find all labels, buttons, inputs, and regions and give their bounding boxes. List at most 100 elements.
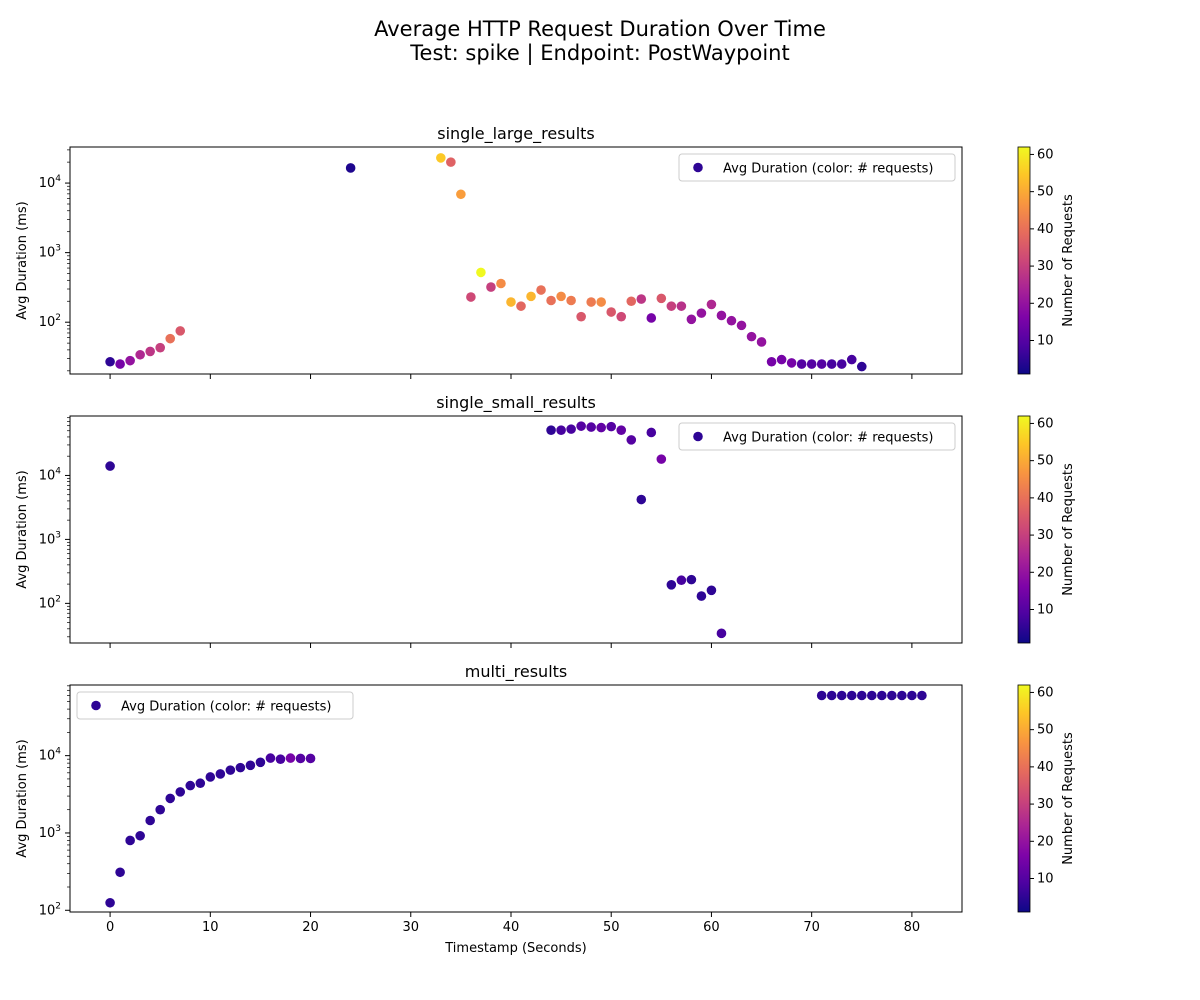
- scatter-point: [686, 574, 697, 585]
- scatter-point: [636, 494, 647, 505]
- colorbar-tick-label: 50: [1037, 454, 1054, 469]
- scatter-point: [265, 753, 276, 763]
- scatter-point: [816, 359, 827, 369]
- scatter-point: [305, 753, 316, 764]
- colorbar-tick-label: 20: [1037, 834, 1054, 849]
- colorbar-gradient: [1017, 146, 1031, 375]
- x-axis-label: Timestamp (Seconds): [444, 941, 586, 956]
- colorbar-tick-label: 40: [1037, 760, 1054, 775]
- scatter-point: [145, 815, 155, 826]
- scatter-point: [275, 754, 286, 764]
- x-tick-label: 10: [202, 920, 219, 935]
- panels: single_large_results 102 103 104 Avg Duratio…: [15, 124, 1076, 956]
- scatter-point: [205, 772, 216, 782]
- colorbar-tick-label: 30: [1037, 797, 1054, 812]
- scatter-point: [576, 421, 586, 431]
- scatter-point: [115, 359, 125, 369]
- scatter-point: [345, 163, 356, 173]
- scatter-point: [135, 830, 145, 841]
- legend-label: Avg Duration (color: # requests): [121, 700, 331, 715]
- scatter-point: [836, 690, 847, 701]
- scatter-point: [626, 296, 637, 307]
- scatter-point: [235, 762, 246, 773]
- scatter-point: [616, 311, 627, 322]
- scatter-point: [255, 757, 266, 768]
- scatter-point: [576, 311, 586, 322]
- scatter-point: [646, 313, 657, 323]
- colorbar-tick-label: 10: [1037, 334, 1054, 349]
- legend-marker: [91, 700, 101, 711]
- scatter-point: [596, 422, 606, 433]
- scatter-point: [897, 690, 907, 701]
- scatter-point: [195, 778, 206, 789]
- scatter-point: [536, 285, 546, 295]
- y-tick-label: 103: [39, 824, 61, 841]
- scatter-point: [456, 189, 466, 200]
- plot-frame: [69, 146, 963, 375]
- scatter-point: [666, 580, 677, 590]
- colorbar-tick-label: 30: [1037, 259, 1054, 274]
- scatter-point: [135, 349, 145, 360]
- scatter-point: [225, 765, 236, 775]
- scatter-point: [856, 361, 867, 372]
- scatter-point: [806, 359, 817, 369]
- scatter-point: [676, 301, 687, 311]
- scatter-point: [726, 315, 737, 326]
- figure-subtitle: Test: spike | Endpoint: PostWaypoint: [409, 41, 789, 66]
- legend-label: Avg Duration (color: # requests): [723, 431, 933, 446]
- scatter-point: [466, 292, 476, 302]
- scatter-point: [796, 359, 807, 369]
- scatter-point: [566, 295, 576, 306]
- colorbar-tick-label: 60: [1037, 416, 1054, 431]
- scatter-point: [766, 356, 777, 367]
- scatter-points: [105, 421, 727, 639]
- scatter-point: [566, 424, 576, 434]
- colorbar-tick-label: 60: [1037, 147, 1054, 162]
- scatter-point: [696, 591, 707, 601]
- scatter-point: [175, 787, 186, 797]
- scatter-point: [887, 690, 897, 701]
- colorbar-tick-label: 20: [1037, 296, 1054, 311]
- scatter-point: [596, 297, 606, 307]
- x-tick-label: 30: [402, 920, 419, 935]
- panel-title: single_small_results: [436, 393, 596, 413]
- plot-frame: [69, 684, 963, 913]
- x-tick-label: 50: [603, 920, 620, 935]
- colorbar-gradient: [1017, 684, 1031, 913]
- scatter-point: [736, 320, 747, 331]
- x-tick-label: 0: [106, 920, 114, 935]
- panel-title: multi_results: [465, 662, 568, 682]
- y-tick-label: 103: [39, 244, 61, 261]
- scatter-point: [706, 299, 717, 310]
- colorbar-tick-label: 30: [1037, 528, 1054, 543]
- scatter-point: [506, 297, 516, 307]
- scatter-point: [526, 291, 536, 302]
- panel-single_large_results: single_large_results 102 103 104 Avg Duratio…: [15, 124, 1076, 379]
- colorbar-label: Number of Requests: [1061, 194, 1076, 327]
- figure-title: Average HTTP Request Duration Over Time: [374, 17, 826, 41]
- scatter-point: [917, 690, 927, 701]
- scatter-point: [846, 690, 857, 701]
- x-tick-label: 40: [503, 920, 520, 935]
- colorbar-label: Number of Requests: [1061, 463, 1076, 596]
- colorbar-tick-label: 50: [1037, 185, 1054, 200]
- colorbar-tick-label: 50: [1037, 723, 1054, 738]
- colorbar-tick-label: 40: [1037, 222, 1054, 237]
- scatter-point: [115, 867, 125, 878]
- colorbar-tick-label: 10: [1037, 872, 1054, 887]
- scatter-point: [826, 690, 837, 701]
- scatter-point: [215, 769, 226, 779]
- scatter-point: [636, 294, 647, 304]
- legend: Avg Duration (color: # requests): [678, 422, 956, 451]
- x-tick-label: 80: [904, 920, 921, 935]
- scatter-point: [285, 753, 296, 763]
- scatter-point: [696, 308, 707, 318]
- scatter-point: [746, 331, 757, 342]
- scatter-point: [686, 314, 697, 325]
- scatter-point: [105, 897, 115, 908]
- y-tick-label: 104: [39, 466, 62, 483]
- scatter-point: [155, 342, 166, 353]
- colorbar-tick-label: 40: [1037, 491, 1054, 506]
- scatter-point: [105, 461, 115, 471]
